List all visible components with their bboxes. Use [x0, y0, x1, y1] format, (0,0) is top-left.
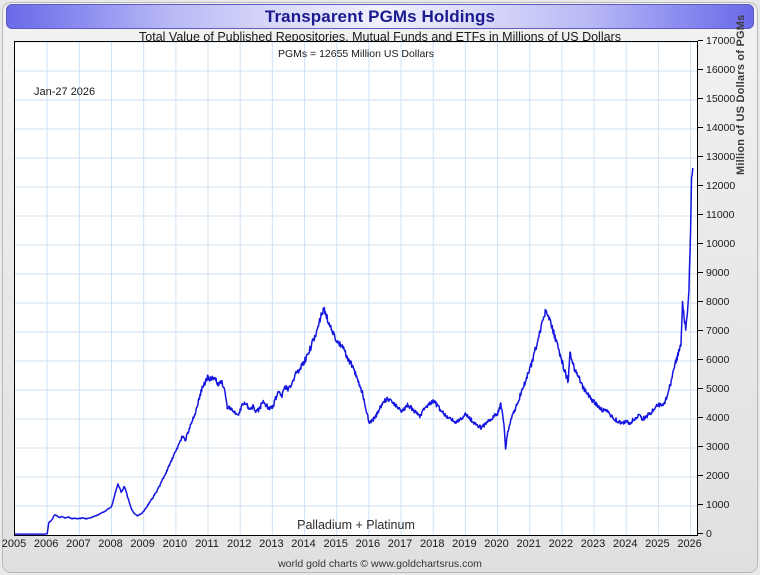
x-axis-tick-label: 2010 — [162, 538, 188, 550]
y-axis-tick-label: 6000 — [706, 354, 730, 366]
y-axis-tick-label: 14000 — [706, 122, 736, 134]
tick-mark — [698, 242, 703, 244]
y-axis-tick: 16000 — [698, 65, 735, 76]
y-axis-tick-label: 2000 — [706, 470, 730, 482]
tick-mark — [698, 416, 703, 418]
x-axis-tick-label: 2019 — [452, 538, 477, 550]
x-axis-tick-label: 2008 — [98, 538, 123, 550]
y-axis-tick-label: 10000 — [706, 238, 736, 250]
x-axis-tick-label: 2024 — [612, 538, 638, 550]
y-axis-tick: 15000 — [698, 94, 735, 105]
y-axis-tick: 11000 — [698, 210, 734, 221]
x-axis-tick-label: 2022 — [548, 538, 574, 550]
tick-mark — [698, 68, 703, 70]
date-annotation: Jan-27 2026 — [34, 86, 96, 98]
series-legend-label: Palladium + Platinum — [297, 518, 415, 532]
x-axis-tick-label: 2018 — [419, 538, 445, 550]
series-lines — [15, 167, 694, 535]
tick-mark — [698, 184, 703, 186]
x-axis-tick-label: 2012 — [226, 538, 252, 550]
y-axis-tick: 0 — [698, 529, 712, 540]
y-axis-tick: 1000 — [698, 500, 729, 511]
tick-mark — [698, 271, 703, 273]
y-axis-tick: 10000 — [698, 239, 735, 250]
y-axis-tick: 14000 — [698, 123, 735, 134]
y-axis-tick-label: 15000 — [706, 93, 736, 105]
y-axis-tick-label: 4000 — [706, 412, 730, 424]
x-axis-tick-label: 2007 — [66, 538, 91, 550]
tick-mark — [698, 155, 703, 157]
y-axis-tick: 13000 — [698, 152, 735, 163]
y-axis-tick-label: 12000 — [706, 180, 736, 192]
y-axis-tick-label: 7000 — [706, 325, 730, 337]
x-axis-tick-label: 2021 — [516, 538, 541, 550]
chart-subtitle: Total Value of Published Repositories, M… — [139, 30, 621, 44]
series-line — [15, 167, 694, 535]
current-value-annotation: PGMs = 12655 Million US Dollars — [277, 48, 435, 60]
tick-mark — [698, 358, 703, 360]
y-axis-tick-label: 5000 — [706, 383, 730, 395]
x-axis: 2005 2006 2007 2008 2009 2010 2011 2012 2013 2014… — [2, 538, 702, 556]
y-axis-tick-label: 0 — [706, 528, 712, 540]
plot-area — [14, 41, 698, 536]
page-title: Transparent PGMs Holdings — [264, 6, 496, 26]
x-axis-tick-label: 2014 — [291, 538, 316, 550]
y-axis-tick-label: 9000 — [706, 267, 730, 279]
window-titlebar: Transparent PGMs Holdings — [6, 4, 754, 29]
tick-mark — [698, 387, 703, 389]
x-axis-tick-label: 2006 — [33, 538, 59, 550]
x-axis-tick-label: 2016 — [355, 538, 381, 550]
tick-mark — [698, 532, 703, 534]
gridlines — [15, 42, 697, 535]
tick-mark — [698, 39, 703, 41]
y-axis-tick-label: 13000 — [706, 151, 736, 163]
tick-mark — [698, 126, 703, 128]
y-axis-right: 17000 16000 15000 14000 13000 12000 11000 10000… — [698, 36, 742, 540]
x-axis-tick-label: 2023 — [580, 538, 606, 550]
x-axis-tick-label: 2025 — [645, 538, 670, 550]
y-axis-tick-label: 17000 — [706, 35, 736, 47]
x-axis-tick-label: 2020 — [484, 538, 509, 550]
chart-canvas — [15, 42, 697, 535]
y-axis-tick-label: 16000 — [706, 64, 736, 76]
x-axis-tick-label: 2005 — [1, 538, 27, 550]
tick-mark — [698, 445, 703, 447]
plot-container: Jan-27 2026 — [14, 41, 698, 536]
tick-mark — [698, 503, 703, 505]
y-axis-tick: 8000 — [698, 297, 729, 308]
y-axis-tick-label: 3000 — [706, 441, 730, 453]
x-axis-tick-label: 2013 — [259, 538, 284, 550]
y-axis-title: Million of US Dollars of PGMs — [735, 14, 747, 175]
tick-mark — [698, 329, 703, 331]
y-axis-tick-label: 8000 — [706, 296, 730, 308]
y-axis-tick: 4000 — [698, 413, 729, 424]
y-axis-tick: 9000 — [698, 268, 729, 279]
footer-credit: world gold charts © www.goldchartsrus.co… — [278, 558, 482, 570]
x-axis-tick-label: 2026 — [677, 538, 702, 550]
x-axis-tick-label: 2015 — [323, 538, 348, 550]
y-axis-tick: 7000 — [698, 326, 729, 337]
y-axis-tick-label: 11000 — [706, 209, 735, 221]
y-axis-tick: 5000 — [698, 384, 729, 395]
tick-mark — [698, 213, 703, 215]
y-axis-tick: 17000 — [698, 36, 735, 47]
tick-mark — [698, 474, 703, 476]
y-axis-tick: 3000 — [698, 442, 729, 453]
y-axis-tick: 12000 — [698, 181, 735, 192]
x-axis-tick-label: 2009 — [130, 538, 155, 550]
tick-mark — [698, 300, 703, 302]
tick-mark — [698, 97, 703, 99]
y-axis-tick-label: 1000 — [706, 499, 730, 511]
x-axis-tick-label: 2011 — [195, 538, 219, 550]
x-axis-tick-label: 2017 — [387, 538, 413, 550]
y-axis-tick: 6000 — [698, 355, 729, 366]
y-axis-tick: 2000 — [698, 471, 729, 482]
